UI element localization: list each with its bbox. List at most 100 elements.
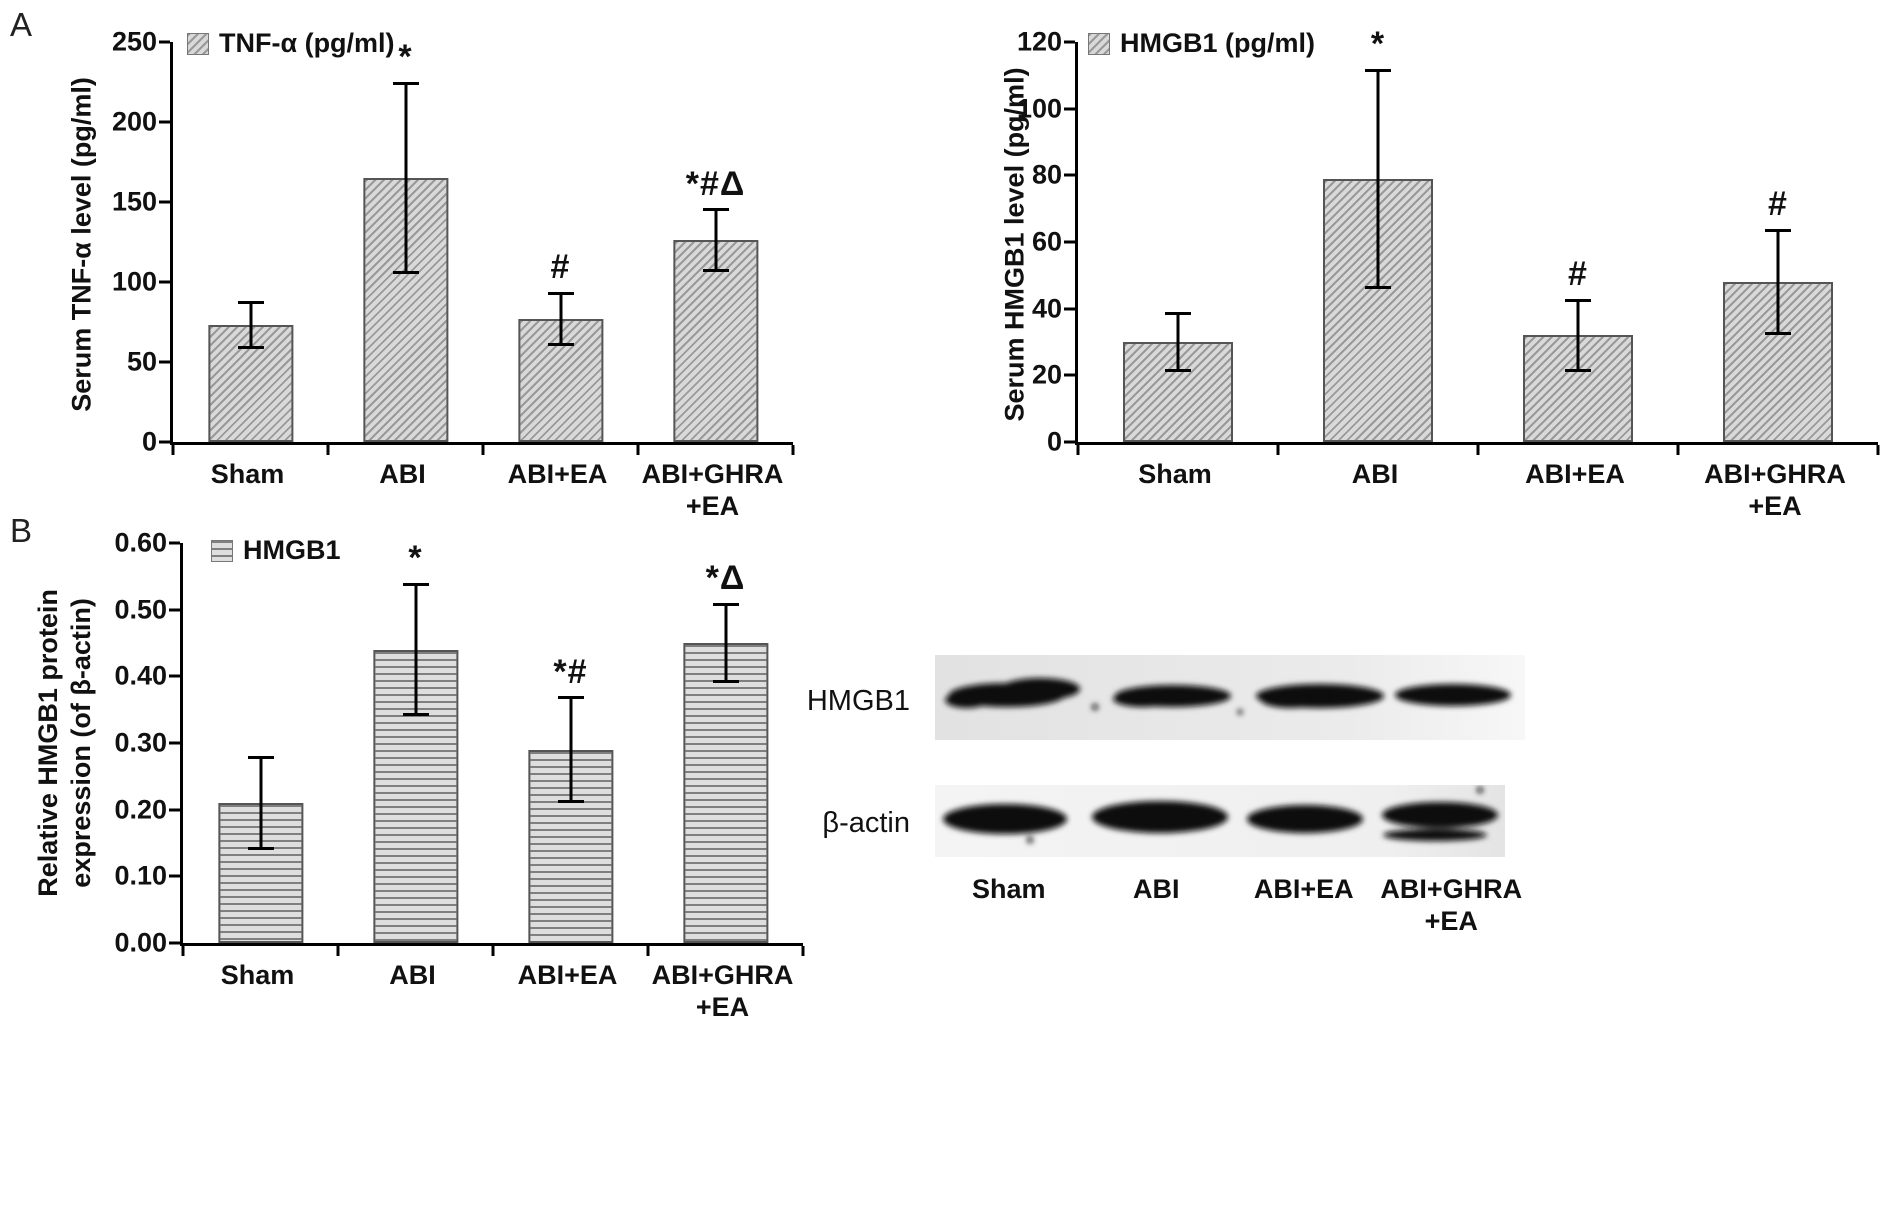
y-tick-mark bbox=[1064, 40, 1075, 44]
error-bar-line bbox=[724, 606, 727, 680]
x-tick-mark bbox=[1676, 445, 1680, 455]
y-tick-mark bbox=[1064, 240, 1075, 244]
y-tick-mark bbox=[169, 674, 180, 678]
error-bar bbox=[392, 82, 419, 274]
bar-slot: * bbox=[1278, 25, 1478, 442]
legend-label: TNF-α (pg/ml) bbox=[219, 28, 395, 58]
legend-label: HMGB1 (pg/ml) bbox=[1120, 28, 1315, 58]
error-bar-line bbox=[714, 211, 717, 270]
y-tick-label: 150 bbox=[111, 186, 157, 217]
y-tick-label: 40 bbox=[1031, 293, 1062, 324]
bar-slot: # bbox=[1678, 42, 1878, 442]
y-tick-label: 20 bbox=[1031, 359, 1062, 390]
x-tick-mark bbox=[646, 946, 650, 956]
chart-hmgb1-protein-expression: Relative HMGB1 protein expression (of β-… bbox=[20, 528, 820, 1148]
bar-ABI+GHRA+EA bbox=[682, 643, 769, 943]
x-axis-label: ABI+EA bbox=[517, 960, 618, 990]
bar-ABI+GHRA+EA bbox=[672, 240, 759, 442]
x-tick-mark bbox=[491, 946, 495, 956]
chart-serum-tnf-alpha: Serum TNF-α level (pg/ml) TNF-α (pg/ml) … bbox=[20, 10, 820, 590]
plot-area: TNF-α (pg/ml) 0 50 100 150 200 250 * # *#Δ bbox=[112, 27, 795, 457]
blot-row-label-beta-actin: β-actin bbox=[822, 807, 910, 839]
error-bar bbox=[547, 291, 574, 346]
error-bar bbox=[1765, 228, 1791, 336]
significance-marker: *# bbox=[553, 652, 588, 691]
y-tick-mark bbox=[1064, 373, 1075, 377]
error-bar bbox=[247, 756, 274, 850]
legend: TNF-α (pg/ml) bbox=[187, 28, 395, 59]
error-bar-line bbox=[414, 586, 417, 714]
x-axis-label: ABI+GHRA +EA bbox=[1704, 459, 1846, 522]
error-bar bbox=[402, 583, 429, 717]
y-tick-mark bbox=[169, 874, 180, 878]
y-tick-label: 0.10 bbox=[114, 860, 167, 891]
plot-area: HMGB1 (pg/ml) 0 20 40 60 80 100 120 * # # bbox=[1017, 25, 1880, 457]
significance-marker: *Δ bbox=[705, 559, 746, 598]
error-bar-line bbox=[1376, 71, 1380, 286]
legend-label: HMGB1 bbox=[243, 535, 341, 565]
bar-slot: *Δ bbox=[648, 543, 803, 943]
x-axis-label: Sham bbox=[220, 960, 295, 990]
y-tick-mark bbox=[169, 741, 180, 745]
x-axis-labels: Sham ABI ABI+EA ABI+GHRA +EA bbox=[180, 949, 800, 1039]
y-tick-label: 100 bbox=[111, 266, 157, 297]
significance-marker: * bbox=[408, 539, 423, 578]
y-tick-label: 50 bbox=[126, 346, 157, 377]
bar-ABI bbox=[372, 649, 459, 943]
error-bar bbox=[702, 208, 729, 273]
error-bar-line bbox=[1576, 301, 1580, 369]
y-axis-title: Relative HMGB1 protein expression (of β-… bbox=[33, 589, 96, 897]
x-axis-label: ABI+EA bbox=[1525, 459, 1625, 489]
blot-lane-labels: Sham ABI ABI+EA ABI+GHRA +EA bbox=[935, 873, 1525, 963]
error-bar-line bbox=[1176, 315, 1180, 369]
x-axis-label: ABI+GHRA +EA bbox=[651, 960, 794, 1023]
x-tick-mark bbox=[1076, 445, 1080, 455]
x-axis-label: ABI bbox=[389, 960, 436, 990]
x-tick-mark bbox=[1276, 445, 1280, 455]
x-axis-label: ABI bbox=[379, 459, 426, 489]
x-tick-mark bbox=[1876, 445, 1880, 455]
x-tick-mark bbox=[181, 946, 185, 956]
blot-row-label-hmgb1: HMGB1 bbox=[806, 685, 910, 717]
y-tick-label: 100 bbox=[1016, 93, 1062, 124]
x-tick-mark bbox=[481, 445, 485, 455]
y-axis-title: Serum TNF-α level (pg/ml) bbox=[66, 77, 97, 412]
y-tick-label: 80 bbox=[1031, 159, 1062, 190]
bar-slot: *# bbox=[493, 543, 648, 943]
y-tick-mark bbox=[159, 280, 170, 284]
bar-slot bbox=[1078, 42, 1278, 442]
significance-marker: *#Δ bbox=[685, 164, 746, 203]
error-bar-line bbox=[249, 304, 252, 347]
y-tick-mark bbox=[169, 808, 180, 812]
panel-a-label: A bbox=[10, 6, 33, 43]
bar-Sham bbox=[207, 325, 294, 442]
western-blot-panel: HMGB1 β-actin bbox=[800, 645, 1590, 975]
x-tick-mark bbox=[636, 445, 640, 455]
y-tick-mark bbox=[159, 40, 170, 44]
y-tick-label: 0.50 bbox=[114, 594, 167, 625]
x-axis-label: Sham bbox=[210, 459, 285, 489]
western-blot-hmgb1-image bbox=[935, 655, 1525, 740]
error-bar-line bbox=[1776, 231, 1780, 333]
legend: HMGB1 bbox=[211, 535, 341, 566]
y-tick-mark bbox=[169, 941, 180, 945]
blot-lane-label: ABI+GHRA +EA bbox=[1380, 874, 1523, 937]
error-bar bbox=[237, 301, 264, 350]
chart-serum-hmgb1: Serum HMGB1 level (pg/ml) HMGB1 (pg/ml) … bbox=[930, 10, 1890, 590]
x-tick-mark bbox=[171, 445, 175, 455]
y-tick-mark bbox=[169, 541, 180, 545]
error-bar bbox=[712, 603, 739, 683]
y-tick-mark bbox=[159, 440, 170, 444]
y-tick-mark bbox=[159, 200, 170, 204]
significance-marker: # bbox=[1768, 184, 1788, 223]
x-tick-mark bbox=[1476, 445, 1480, 455]
y-tick-label: 0.30 bbox=[114, 727, 167, 758]
legend: HMGB1 (pg/ml) bbox=[1088, 28, 1315, 59]
legend-swatch-icon bbox=[187, 32, 209, 55]
x-tick-mark bbox=[336, 946, 340, 956]
bar-ABI+GHRA+EA bbox=[1723, 282, 1833, 442]
error-bar bbox=[557, 696, 584, 803]
bar-slot: * bbox=[338, 539, 493, 943]
x-tick-mark bbox=[801, 946, 805, 956]
y-tick-label: 0.00 bbox=[114, 927, 167, 958]
